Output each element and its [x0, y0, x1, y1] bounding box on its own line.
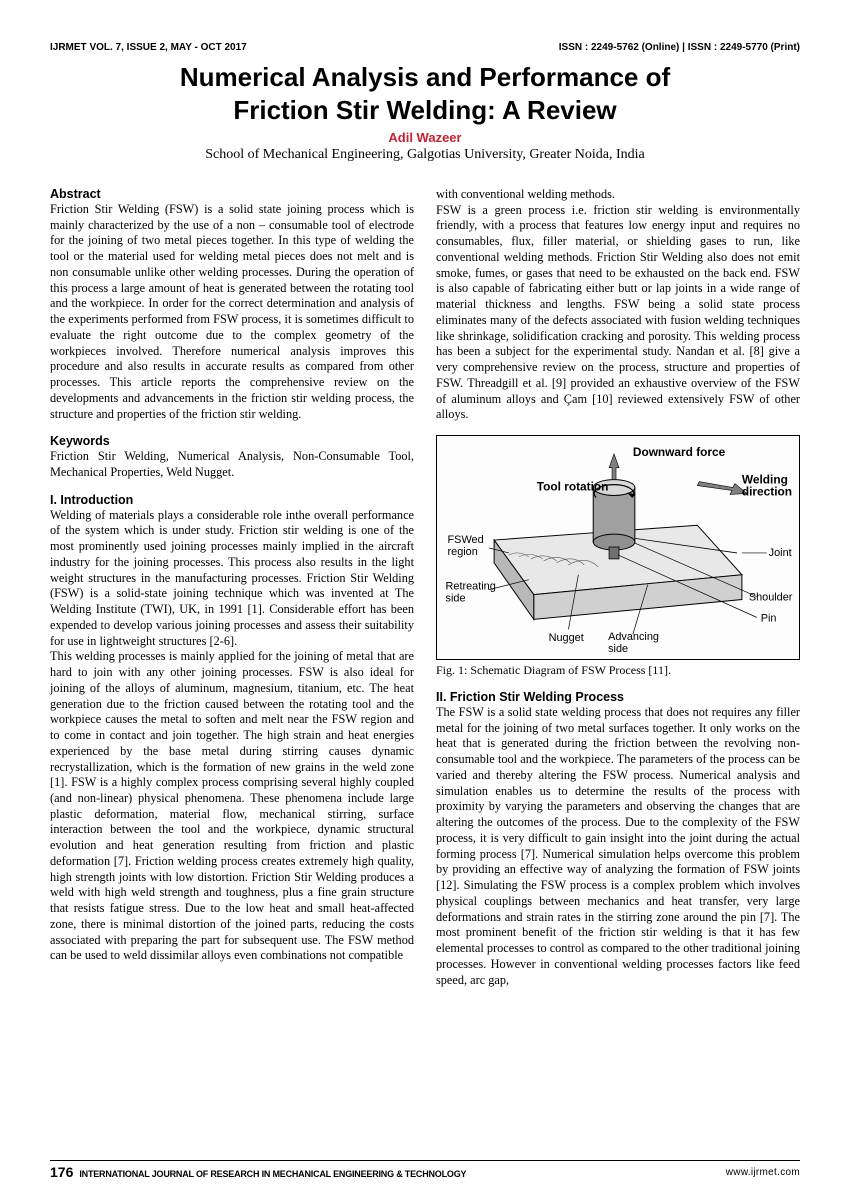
- label-welding-dir: Weldingdirection: [742, 473, 792, 499]
- label-shoulder: Shoulder: [749, 592, 793, 604]
- header-right: ISSN : 2249-5762 (Online) | ISSN : 2249-…: [559, 42, 800, 53]
- journal-name: INTERNATIONAL JOURNAL OF RESEARCH IN MEC…: [79, 1169, 466, 1179]
- page-number: 176: [50, 1164, 73, 1180]
- intro-paragraph-2: This welding processes is mainly applied…: [50, 649, 414, 964]
- tool-pin: [609, 547, 619, 559]
- author-name: Adil Wazeer: [50, 130, 800, 145]
- abstract-text: Friction Stir Welding (FSW) is a solid s…: [50, 202, 414, 422]
- content-columns: Abstract Friction Stir Welding (FSW) is …: [50, 187, 800, 988]
- label-downward: Downward force: [633, 445, 726, 459]
- label-pin: Pin: [761, 612, 777, 624]
- section-2-paragraph-1: The FSW is a solid state welding process…: [436, 705, 800, 988]
- footer-url: www.ijrmet.com: [726, 1167, 800, 1178]
- footer-rule: [50, 1160, 800, 1161]
- figure-1: Downward force Weldingdirection Tool rot…: [436, 435, 800, 660]
- header-left: IJRMET VOL. 7, ISSUE 2, MAY - OCT 2017: [50, 42, 247, 53]
- keywords-text: Friction Stir Welding, Numerical Analysi…: [50, 449, 414, 480]
- footer-left: 176 INTERNATIONAL JOURNAL OF RESEARCH IN…: [50, 1164, 466, 1180]
- label-nugget: Nugget: [549, 632, 584, 644]
- label-fswed: FSWedregion: [448, 534, 484, 558]
- left-column: Abstract Friction Stir Welding (FSW) is …: [50, 187, 414, 988]
- label-advancing: Advancingside: [608, 631, 659, 655]
- section-2-heading: II. Friction Stir Welding Process: [436, 690, 800, 704]
- article-title: Numerical Analysis and Performance of Fr…: [50, 61, 800, 126]
- welding-direction-arrow-icon: [697, 482, 747, 495]
- page-footer: 176 INTERNATIONAL JOURNAL OF RESEARCH IN…: [50, 1160, 800, 1180]
- title-line-2: Friction Stir Welding: A Review: [233, 95, 616, 125]
- fsw-schematic-svg: Downward force Weldingdirection Tool rot…: [437, 436, 799, 659]
- col2-paragraph-1: FSW is a green process i.e. friction sti…: [436, 203, 800, 423]
- intro-paragraph-1: Welding of materials plays a considerabl…: [50, 508, 414, 650]
- right-column: with conventional welding methods. FSW i…: [436, 187, 800, 988]
- label-retreating: Retreatingside: [446, 581, 496, 605]
- author-affiliation: School of Mechanical Engineering, Galgot…: [50, 147, 800, 163]
- introduction-heading: I. Introduction: [50, 493, 414, 507]
- abstract-heading: Abstract: [50, 187, 414, 201]
- keywords-heading: Keywords: [50, 434, 414, 448]
- col2-continuation: with conventional welding methods.: [436, 187, 800, 203]
- running-header: IJRMET VOL. 7, ISSUE 2, MAY - OCT 2017 I…: [50, 42, 800, 53]
- label-tool-rot: Tool rotation: [537, 480, 609, 494]
- label-joint: Joint: [769, 547, 792, 559]
- downward-arrow-icon: [609, 454, 619, 480]
- title-line-1: Numerical Analysis and Performance of: [180, 62, 670, 92]
- figure-1-caption: Fig. 1: Schematic Diagram of FSW Process…: [436, 663, 800, 678]
